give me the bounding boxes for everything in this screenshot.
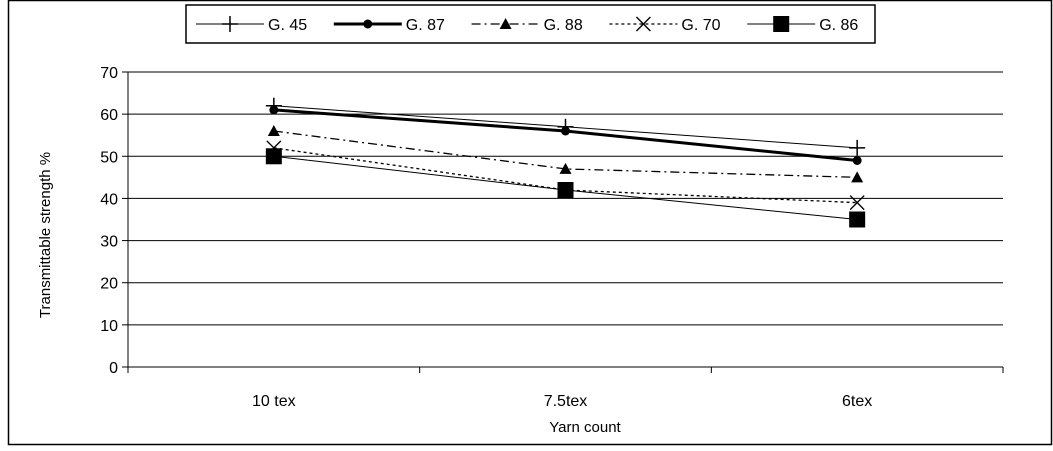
y-tick-label: 10 — [100, 318, 118, 335]
axes: 0 10 20 30 40 50 60 70 10 tex 7.5tex 6tex — [100, 65, 1004, 410]
plus-marker — [222, 16, 238, 32]
square-marker — [557, 182, 574, 198]
series-group — [265, 97, 866, 228]
triangle-marker — [851, 171, 864, 183]
square-marker — [849, 211, 866, 228]
legend: G. 45 G. 87 G. 88 G. 70 G. 86 — [185, 4, 876, 44]
legend-item: G. 45 — [196, 16, 307, 34]
legend-item: G. 86 — [747, 16, 858, 34]
legend-item: G. 87 — [333, 17, 445, 34]
chart-frame — [7, 0, 1053, 446]
series-2 — [267, 125, 864, 183]
triangle-marker — [499, 18, 512, 29]
y-axis-title: Transmittable strength % — [37, 152, 54, 318]
y-tick-label: 0 — [109, 360, 118, 377]
plus-marker — [849, 139, 866, 156]
x-marker — [635, 16, 651, 32]
y-tick-label: 30 — [100, 234, 118, 251]
legend-label: G. 45 — [268, 17, 307, 34]
y-tick-label: 50 — [100, 149, 118, 166]
legend-item: G. 70 — [609, 16, 721, 34]
triangle-marker — [267, 125, 280, 136]
legend-label: G. 70 — [681, 17, 720, 34]
series-1 — [269, 105, 862, 165]
triangle-marker — [559, 162, 572, 174]
x-marker — [849, 195, 865, 211]
square-marker — [265, 148, 282, 165]
x-tick-label: 7.5tex — [544, 393, 588, 410]
series-4 — [265, 148, 866, 228]
legend-item: G. 88 — [471, 17, 583, 34]
legend-label: G. 86 — [819, 17, 858, 34]
x-tick-label: 6tex — [842, 393, 872, 410]
circle-marker — [852, 156, 862, 165]
x-marker-b — [849, 195, 865, 211]
x-marker-b — [635, 16, 651, 32]
series-line — [273, 130, 858, 179]
circle-marker — [561, 126, 570, 136]
legend-label: G. 87 — [406, 17, 445, 34]
x-tick-label: 10 tex — [252, 393, 296, 410]
y-tick-label: 70 — [100, 65, 118, 82]
x-axis-title: Yarn count — [549, 419, 621, 436]
y-tick-label: 20 — [100, 276, 118, 293]
y-tick-label: 40 — [100, 191, 118, 208]
circle-marker — [363, 19, 373, 29]
square-marker — [773, 16, 790, 32]
legend-label: G. 88 — [544, 17, 583, 34]
y-tick-label: 60 — [100, 107, 118, 124]
circle-marker — [269, 105, 279, 115]
